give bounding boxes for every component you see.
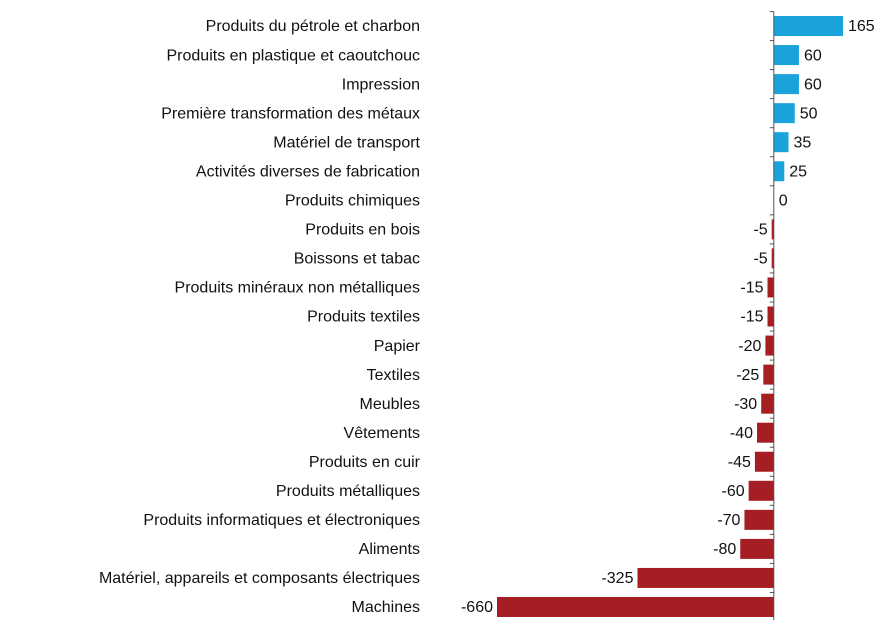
category-label: Textiles: [367, 367, 420, 384]
category-label: Impression: [342, 76, 420, 93]
category-label: Activités diverses de fabrication: [196, 163, 420, 180]
bar: [773, 16, 843, 36]
value-label: -40: [730, 425, 753, 442]
category-label: Produits en plastique et caoutchouc: [167, 47, 421, 64]
value-label: 50: [800, 105, 818, 122]
bar: [744, 509, 774, 530]
value-label: -5: [753, 222, 767, 239]
value-label: -15: [740, 309, 763, 326]
value-label: 35: [793, 134, 811, 151]
value-label: -25: [736, 367, 759, 384]
value-label: -60: [722, 483, 745, 500]
value-label: -325: [601, 570, 633, 587]
bar: [761, 393, 774, 414]
category-label: Produits textiles: [307, 309, 420, 326]
value-label: -660: [461, 599, 493, 616]
value-label: -80: [713, 541, 736, 558]
bar: [740, 538, 774, 559]
value-label: -20: [738, 338, 761, 355]
category-label: Produits minéraux non métalliques: [175, 280, 420, 297]
category-label: Papier: [374, 338, 421, 355]
category-label: Matériel de transport: [273, 134, 420, 151]
value-label: 165: [848, 18, 875, 35]
bar: [757, 422, 774, 443]
value-label: 60: [804, 47, 822, 64]
value-label: 0: [779, 193, 788, 210]
category-label: Produits en bois: [305, 222, 420, 239]
bar: [773, 103, 795, 124]
value-label: -15: [740, 280, 763, 297]
category-label: Vêtements: [344, 425, 420, 442]
category-label: Produits du pétrole et charbon: [206, 18, 420, 35]
value-label: -70: [717, 512, 740, 529]
value-label: -30: [734, 396, 757, 413]
value-label: -5: [753, 251, 767, 268]
bar: [767, 277, 774, 298]
bar: [773, 132, 789, 153]
value-label: 25: [789, 163, 807, 180]
category-label: Produits métalliques: [276, 483, 420, 500]
bar: [771, 248, 774, 269]
bar: [773, 45, 799, 66]
bar: [771, 219, 774, 240]
category-label: Machines: [352, 599, 420, 616]
category-label: Matériel, appareils et composants électr…: [99, 570, 420, 587]
bar: [767, 306, 774, 327]
value-label: -45: [728, 454, 751, 471]
category-label: Boissons et tabac: [294, 251, 420, 268]
category-label: Produits en cuir: [309, 454, 421, 471]
bar: [754, 451, 774, 472]
category-label: Produits informatiques et électroniques: [143, 512, 420, 529]
category-label: Produits chimiques: [285, 193, 420, 210]
bar: [765, 335, 774, 356]
bar: [748, 480, 774, 501]
category-label: Première transformation des métaux: [161, 105, 420, 122]
value-label: 60: [804, 76, 822, 93]
bar: [773, 74, 799, 95]
category-label: Meubles: [360, 396, 420, 413]
bar: [763, 364, 774, 385]
category-label: Aliments: [359, 541, 420, 558]
bar: [637, 567, 774, 588]
bar: [773, 161, 785, 182]
bar: [497, 597, 774, 617]
